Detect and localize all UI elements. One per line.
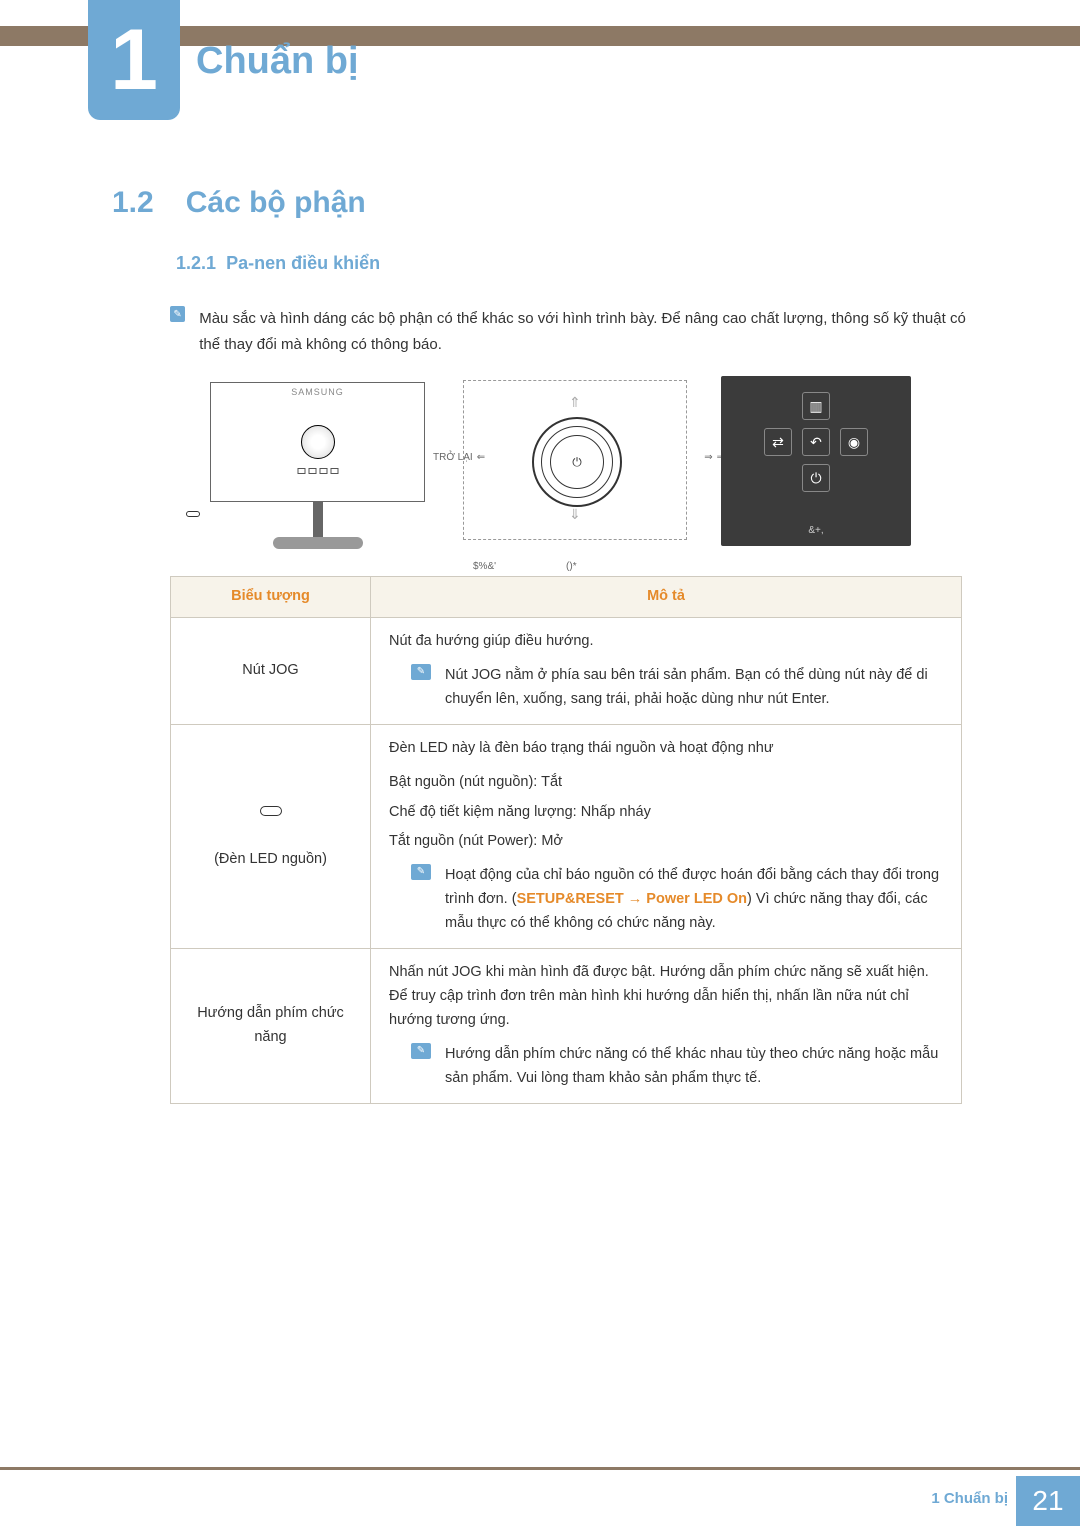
table-row: Hướng dẫn phím chức năng Nhấn nút JOG kh… [171,949,962,1104]
row2-p4: Tắt nguồn (nút Power): Mở [389,830,943,854]
eye-icon: ◉ [840,428,868,456]
row1-intro: Nút đa hướng giúp điều hướng. [389,630,943,654]
jog-circle: ⏻ [532,417,622,507]
note-icon: ✎ [170,306,185,322]
intro-note-text: Màu sắc và hình dáng các bộ phận có thể … [199,306,970,357]
monitor-jog-circle [301,425,335,459]
monitor-brand-label: SAMSUNG [291,387,344,397]
jog-diagram: ⇑ ⇓ ⏻ TRỞ LẠI⇐ ⇒⇒ $%&' ()* [443,376,703,566]
row2-p2: Bật nguồn (nút nguồn): Tắt [389,771,943,795]
func-panel-label: &+, [808,525,823,536]
menu-icon: ▥ [802,392,830,420]
section-title: 1.2 Các bộ phận [112,186,366,220]
chapter-tab: 1 [88,0,180,120]
jog-label-1: $%&' [473,561,496,572]
power-icon: ⏻ [802,464,830,492]
subsection-title: 1.2.1 Pa-nen điều khiển [176,253,380,274]
jog-label-2: ()* [566,561,577,572]
note-icon: ✎ [411,864,431,880]
footer-chapter-ref: 1 Chuẩn bị [931,1490,1008,1507]
row2-desc-cell: Đèn LED này là đèn báo trạng thái nguồn … [371,724,962,948]
row1-desc-cell: Nút đa hướng giúp điều hướng. ✎ Nút JOG … [371,617,962,724]
repeat-icon: ⇄ [764,428,792,456]
row3-note: ✎ Hướng dẫn phím chức năng có thể khác n… [389,1043,943,1091]
description-table: Biểu tượng Mô tả Nút JOG Nút đa hướng gi… [170,576,962,1104]
monitor-stand [313,501,323,539]
row3-icon-cell: Hướng dẫn phím chức năng [171,949,371,1104]
table-row: (Đèn LED nguồn) Đèn LED này là đèn báo t… [171,724,962,948]
row2-note: ✎ Hoạt động của chỉ báo nguồn có thể đượ… [389,864,943,936]
row1-note-text: Nút JOG nằm ở phía sau bên trái sản phẩm… [445,664,943,712]
undo-icon: ↶ [802,428,830,456]
row2-p3: Chế độ tiết kiệm năng lượng: Nhấp nháy [389,801,943,825]
row1-icon-label: Nút JOG [242,662,298,678]
figure-area: SAMSUNG ⇑ ⇓ ⏻ TRỞ LẠI⇐ ⇒⇒ $%&' ()* ▥ ⇄ ↶… [210,376,962,566]
section-number: 1.2 [112,186,154,220]
col-header-icon: Biểu tượng [171,577,371,618]
arrow-right-icon: ⇒ [704,452,712,463]
row2-icon-cell: (Đèn LED nguồn) [171,724,371,948]
arrow-up-icon: ⇑ [569,394,581,411]
row3-p1: Nhấn nút JOG khi màn hình đã được bật. H… [389,961,943,1033]
section-name: Các bộ phận [186,186,366,219]
power-icon: ⏻ [572,455,582,470]
jog-left-label: TRỞ LẠI⇐ [433,452,485,463]
note-icon: ✎ [411,1043,431,1059]
intro-note: ✎ Màu sắc và hình dáng các bộ phận có th… [170,306,970,357]
row2-highlight: SETUP&RESET → Power LED On [517,891,747,907]
led-oval-icon [260,806,282,816]
monitor-ports [297,468,338,474]
row3-icon-label: Hướng dẫn phím chức năng [197,1005,344,1045]
row2-icon-label: (Đèn LED nguồn) [214,851,327,867]
footer-page-number: 21 [1016,1476,1080,1526]
row1-icon-cell: Nút JOG [171,617,371,724]
arrow-down-icon: ⇓ [569,506,581,523]
table-header-row: Biểu tượng Mô tả [171,577,962,618]
row3-desc-cell: Nhấn nút JOG khi màn hình đã được bật. H… [371,949,962,1104]
function-key-guide-panel: ▥ ⇄ ↶ ◉ ⏻ &+, [721,376,911,546]
chapter-number: 1 [110,11,158,110]
note-icon: ✎ [411,664,431,680]
monitor-diagram: SAMSUNG [210,382,425,502]
col-header-desc: Mô tả [371,577,962,618]
row3-note-text: Hướng dẫn phím chức năng có thể khác nha… [445,1043,943,1091]
row1-note: ✎ Nút JOG nằm ở phía sau bên trái sản ph… [389,664,943,712]
table-row: Nút JOG Nút đa hướng giúp điều hướng. ✎ … [171,617,962,724]
func-icon-grid: ▥ ⇄ ↶ ◉ ⏻ [721,392,911,492]
chapter-title: Chuẩn bị [196,40,359,83]
arrow-left-icon: ⇐ [477,452,485,463]
row2-note-text: Hoạt động của chỉ báo nguồn có thể được … [445,864,943,936]
page-footer: 1 Chuẩn bị 21 [0,1467,1080,1527]
monitor-base [273,537,363,549]
subsection-number: 1.2.1 [176,253,216,273]
monitor-led-indicator [186,511,200,517]
jog-bottom-labels: $%&' ()* [473,561,703,572]
subsection-name: Pa-nen điều khiển [226,253,380,273]
row2-p1: Đèn LED này là đèn báo trạng thái nguồn … [389,737,943,761]
